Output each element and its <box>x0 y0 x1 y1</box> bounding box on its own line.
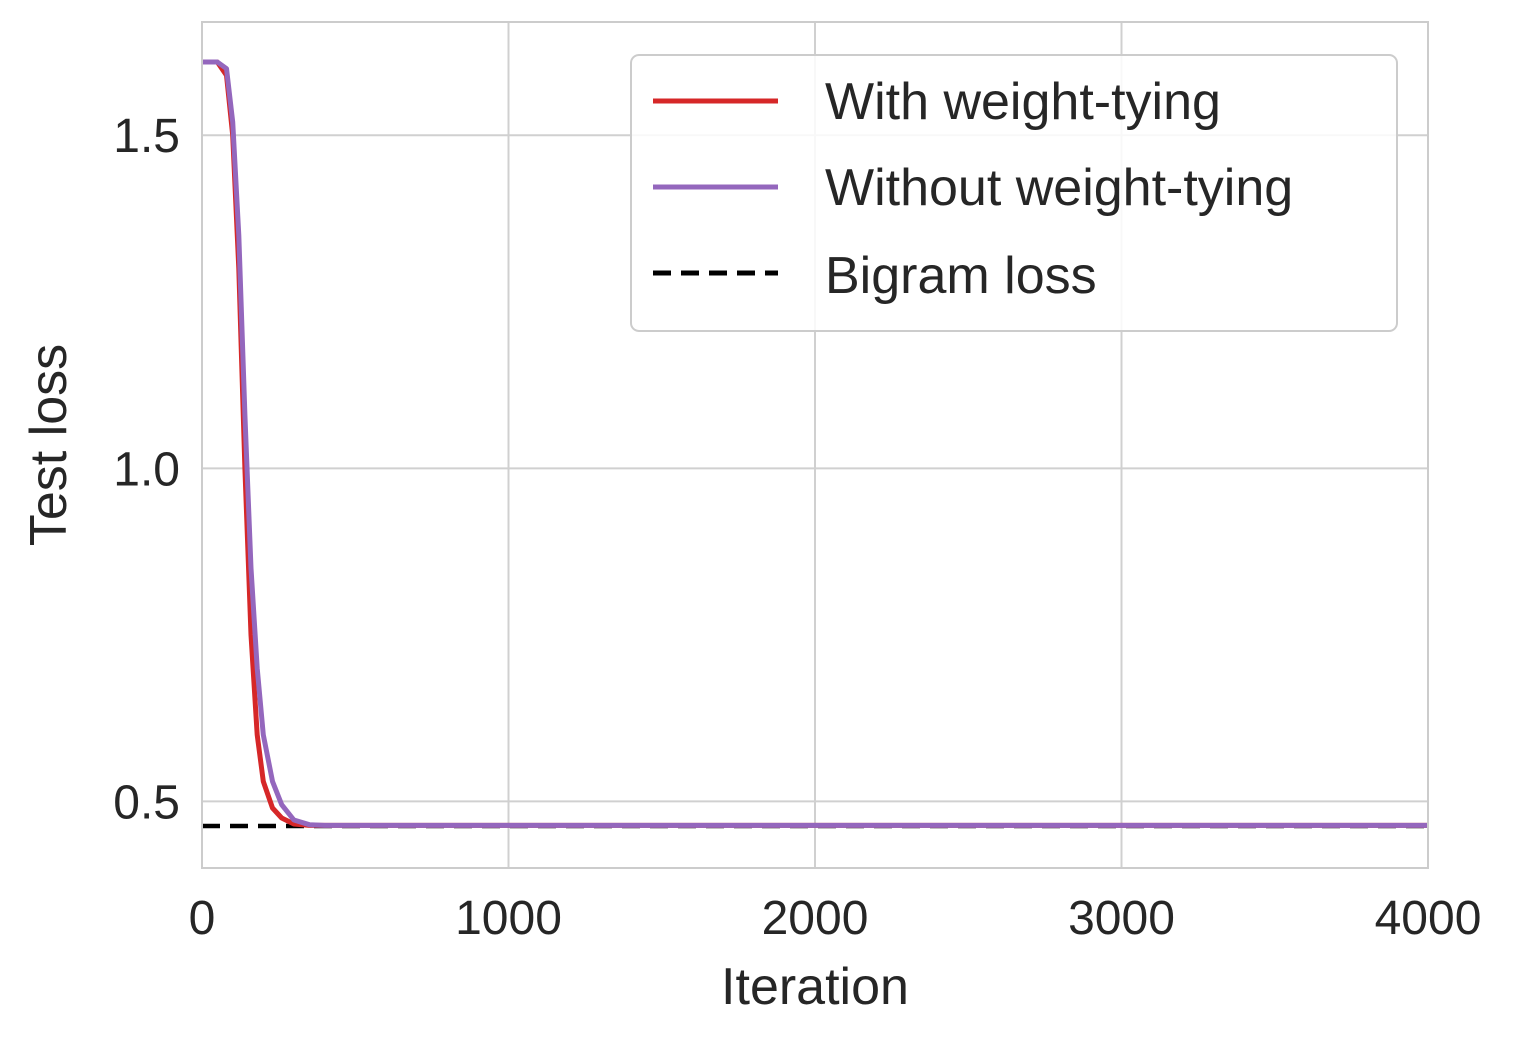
legend: With weight-tying Without weight-tying B… <box>630 54 1398 332</box>
legend-label-with-weight-tying: With weight-tying <box>825 73 1221 131</box>
series-layer <box>202 59 1428 829</box>
series-line-without-weight-tying <box>202 59 1428 828</box>
plot-area-frame <box>201 21 1429 869</box>
y-tick-label: 1.5 <box>113 110 180 163</box>
legend-label-without-weight-tying: Without weight-tying <box>825 159 1293 217</box>
y-tick-labels: 0.5 1.0 1.5 <box>113 110 180 829</box>
x-axis-label: Iteration <box>721 958 909 1016</box>
y-tick-label: 1.0 <box>113 443 180 496</box>
x-tick-label: 1000 <box>455 892 562 945</box>
x-tick-label: 4000 <box>1375 892 1482 945</box>
x-tick-label: 0 <box>189 892 216 945</box>
legend-box <box>630 54 1398 332</box>
y-axis-label: Test loss <box>20 344 78 546</box>
x-tick-labels: 0 1000 2000 3000 4000 <box>189 892 1482 945</box>
x-tick-label: 2000 <box>762 892 869 945</box>
x-tick-label: 3000 <box>1068 892 1175 945</box>
legend-label-bigram-loss: Bigram loss <box>825 247 1097 305</box>
y-tick-label: 0.5 <box>113 776 180 829</box>
